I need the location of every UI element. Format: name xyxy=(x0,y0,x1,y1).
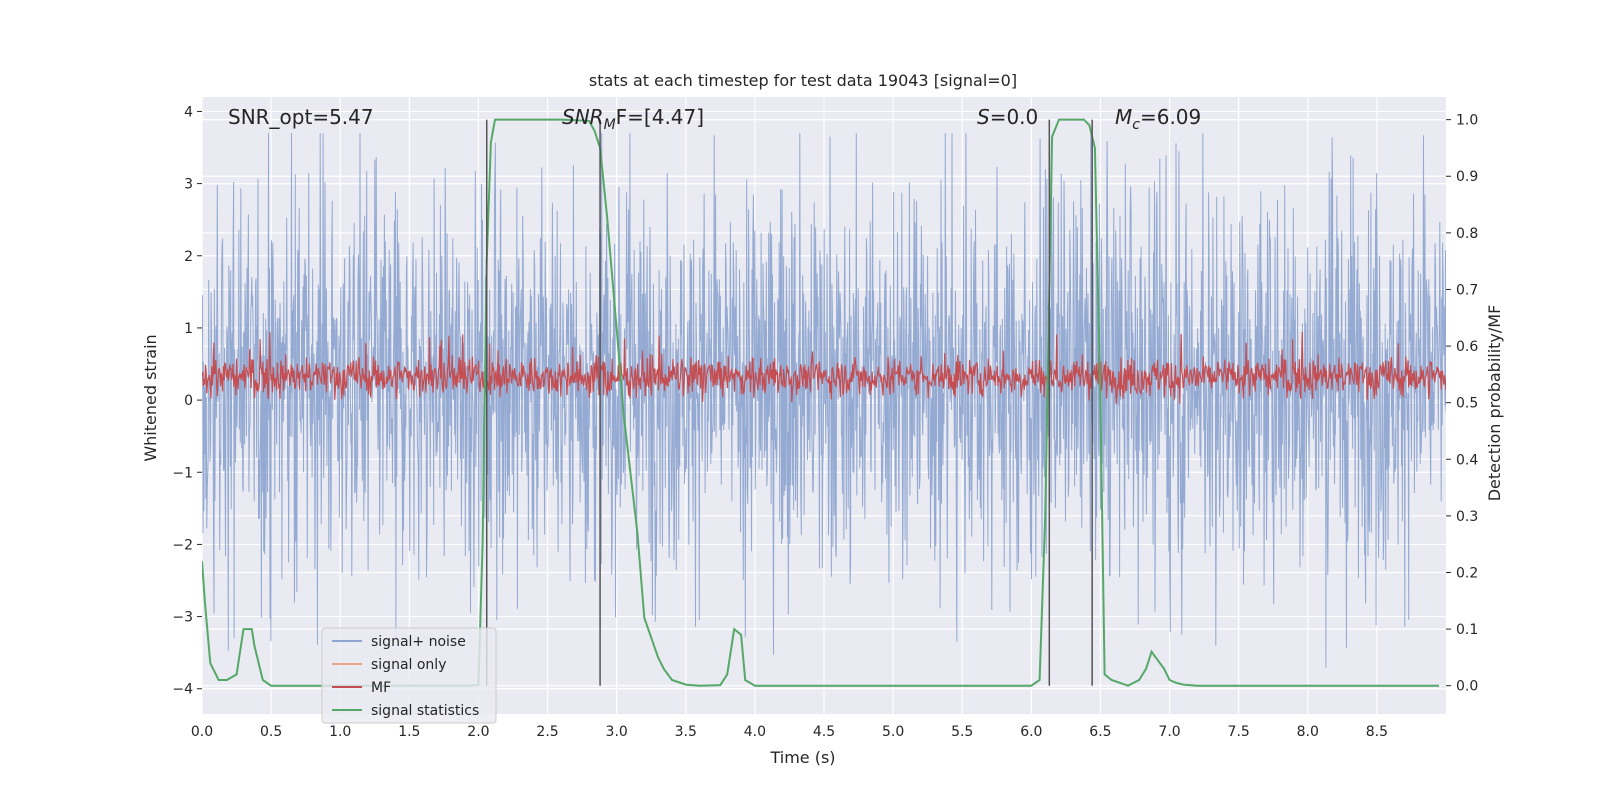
annotation-mc-value: =6.09 xyxy=(1140,105,1201,129)
y-axis-label-right: Detection probability/MF xyxy=(1485,305,1504,502)
annotation-snr-opt: SNR_opt=5.47 xyxy=(228,105,374,129)
x-tick-label: 2.5 xyxy=(536,724,558,740)
x-tick-label: 8.0 xyxy=(1297,724,1319,740)
x-tick-label: 0.0 xyxy=(191,724,213,740)
y-tick-label-left: −3 xyxy=(172,610,193,626)
y-tick-label-right: 0.8 xyxy=(1456,226,1478,242)
y-axis-label-left: Whitened strain xyxy=(141,334,160,461)
annotation-s-value: =0.0 xyxy=(990,105,1039,129)
y-tick-label-right: 0.6 xyxy=(1456,339,1478,355)
legend-box xyxy=(321,627,497,724)
y-tick-label-right: 0.1 xyxy=(1456,622,1478,638)
annotation-snr-mf-sub: M xyxy=(604,117,616,133)
x-axis-label: Time (s) xyxy=(769,748,835,767)
x-tick-label: 5.5 xyxy=(951,724,973,740)
y-tick-label-left: −1 xyxy=(172,465,193,481)
legend-label-noise: signal+ noise xyxy=(371,634,466,650)
series-signal-noise-line xyxy=(202,133,1446,668)
annotation-mc: Mc=6.09 xyxy=(1115,105,1201,133)
annotation-snr-mf: SNRMF=[4.47] xyxy=(562,105,704,133)
annotation-mc-sub: c xyxy=(1132,117,1140,133)
legend-label-signal-only: signal only xyxy=(371,657,446,673)
series-mf-line xyxy=(202,331,1446,404)
x-tick-label: 2.0 xyxy=(467,724,489,740)
x-tick-label: 7.5 xyxy=(1228,724,1250,740)
y-tick-label-right: 0.9 xyxy=(1456,169,1478,185)
annotation-s-symbol: S xyxy=(977,105,990,129)
tick-labels: 0.0 0.5 1.0 1.5 2.0 2.5 3.0 3.5 4.0 4.5 5.0 5.5 6.0 6… xyxy=(172,104,1478,740)
annotations: SNR_opt=5.47 SNRMF=[4.47] S=0.0 Mc=6.09 xyxy=(228,105,1201,133)
x-tick-label: 6.0 xyxy=(1020,724,1042,740)
y-tick-label-left: 1 xyxy=(184,321,193,337)
y-tick-label-left: 0 xyxy=(184,393,193,409)
legend-label-signal-statistics: signal statistics xyxy=(371,703,479,719)
y-tick-label-left: 4 xyxy=(184,104,193,120)
y-tick-label-right: 0.5 xyxy=(1456,396,1478,412)
annotation-snr-mf-main: SNR xyxy=(562,105,604,129)
y-tick-label-right: 0.7 xyxy=(1456,282,1478,298)
y-tick-label-right: 1.0 xyxy=(1456,113,1478,129)
y-tick-label-right: 0.2 xyxy=(1456,565,1478,581)
annotation-s: S=0.0 xyxy=(977,105,1038,129)
x-tick-label: 4.0 xyxy=(744,724,766,740)
x-tick-label: 7.0 xyxy=(1158,724,1180,740)
x-tick-label: 5.0 xyxy=(882,724,904,740)
y-tick-label-left: −2 xyxy=(172,537,193,553)
x-tick-label: 3.0 xyxy=(606,724,628,740)
annotation-snr-mf-tail: F=[4.47] xyxy=(616,105,704,129)
legend: signal+ noise signal only MF signal stat… xyxy=(321,627,497,724)
x-tick-label: 4.5 xyxy=(813,724,835,740)
x-tick-label: 1.5 xyxy=(398,724,420,740)
y-tick-label-left: 3 xyxy=(184,177,193,193)
x-tick-label: 3.5 xyxy=(675,724,697,740)
chart-title: stats at each timestep for test data 190… xyxy=(589,71,1017,90)
y-tick-label-right: 0.3 xyxy=(1456,509,1478,525)
x-tick-label: 1.0 xyxy=(329,724,351,740)
y-tick-label-right: 0.4 xyxy=(1456,452,1478,468)
x-tick-label: 0.5 xyxy=(260,724,282,740)
y-tick-label-left: 2 xyxy=(184,249,193,265)
legend-label-mf: MF xyxy=(371,680,391,696)
y-tick-label-right: 0.0 xyxy=(1456,679,1478,695)
x-tick-label: 6.5 xyxy=(1089,724,1111,740)
x-tick-label: 8.5 xyxy=(1366,724,1388,740)
vertical-markers xyxy=(485,119,1093,686)
annotation-mc-symbol: M xyxy=(1115,105,1132,129)
y-tick-label-left: −4 xyxy=(172,682,193,698)
